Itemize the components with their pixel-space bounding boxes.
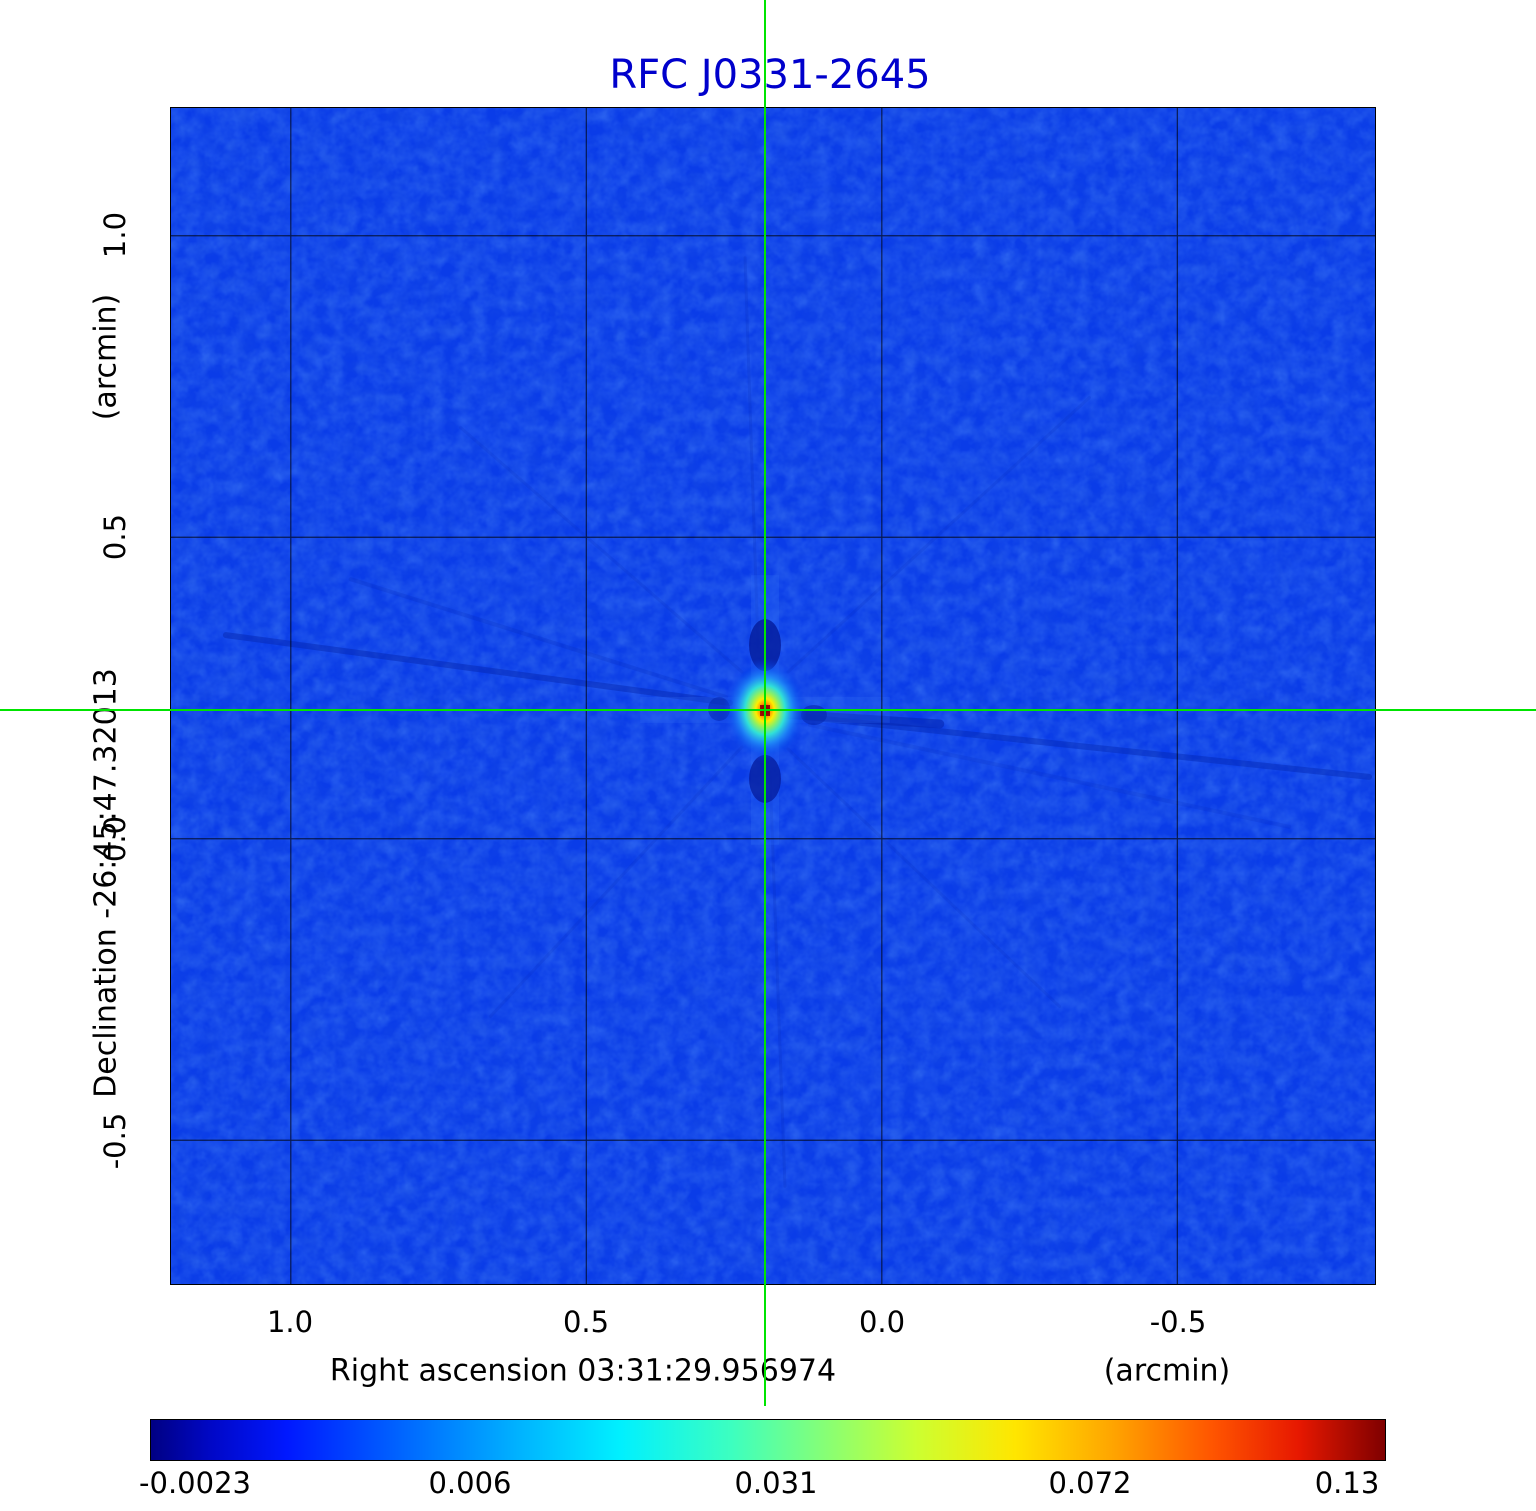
crosshair-horizontal-line bbox=[0, 709, 1536, 711]
colorbar-tick-1: 0.006 bbox=[428, 1466, 512, 1500]
crosshair-vertical-line bbox=[764, 0, 766, 1406]
colorbar-tick-4: 0.13 bbox=[1314, 1466, 1380, 1500]
grid-lines bbox=[171, 108, 1375, 1284]
colorbar-tick-3: 0.072 bbox=[1048, 1466, 1132, 1500]
y-tick-3: -0.5 bbox=[98, 1112, 132, 1170]
x-tick-2: 0.0 bbox=[858, 1305, 906, 1339]
y-tick-0: 1.0 bbox=[98, 211, 132, 259]
x-tick-1: 0.5 bbox=[562, 1305, 610, 1339]
page-title: RFC J0331-2645 bbox=[609, 52, 931, 98]
colorbar-gradient bbox=[150, 1419, 1386, 1461]
colorbar-tick-0: -0.0023 bbox=[139, 1466, 251, 1500]
colorbar-tick-2: 0.031 bbox=[734, 1466, 818, 1500]
x-axis-label: Right ascension 03:31:29.956974 bbox=[329, 1353, 837, 1389]
y-tick-1: 0.5 bbox=[98, 513, 132, 561]
x-tick-3: -0.5 bbox=[1149, 1305, 1207, 1339]
sky-map bbox=[170, 107, 1376, 1285]
y-axis-label: Declination -26:45:47.32013 bbox=[88, 668, 124, 1098]
x-tick-0: 1.0 bbox=[266, 1305, 314, 1339]
sky-map-canvas bbox=[171, 108, 1375, 1284]
y-axis-unit-label: (arcmin) bbox=[88, 293, 124, 421]
x-axis-unit-label: (arcmin) bbox=[1103, 1353, 1231, 1389]
